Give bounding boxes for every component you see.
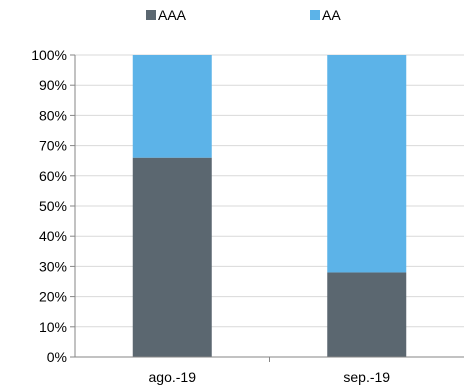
x-axis-ticks: ago.-19 sep.-19 [149, 357, 390, 385]
y-tick-label: 10% [39, 319, 67, 335]
y-tick-label: 70% [39, 138, 67, 154]
legend-item-aa: AA [310, 7, 341, 23]
bar-aaa-1 [327, 272, 407, 357]
bar-aaa-0 [132, 157, 212, 357]
y-tick-label: 100% [31, 47, 67, 63]
y-tick-label: 40% [39, 228, 67, 244]
legend: AAA AA [146, 7, 341, 23]
bar-aa-1 [327, 55, 407, 273]
y-tick-label: 80% [39, 107, 67, 123]
y-tick-label: 0% [47, 349, 67, 365]
bars [132, 55, 407, 357]
x-tick-label: ago.-19 [149, 369, 197, 385]
y-tick-label: 30% [39, 258, 67, 274]
y-tick-label: 50% [39, 198, 67, 214]
y-tick-label: 60% [39, 168, 67, 184]
legend-label-aa: AA [322, 7, 341, 23]
y-axis-ticks: 0% 10% 20% 30% 40% 50% 60% 70% 80% 90% 100% [31, 47, 75, 365]
legend-swatch-aaa [146, 10, 156, 20]
x-tick-label: sep.-19 [343, 369, 390, 385]
legend-item-aaa: AAA [146, 7, 187, 23]
legend-label-aaa: AAA [158, 7, 187, 23]
bar-aa-0 [132, 55, 212, 158]
legend-swatch-aa [310, 10, 320, 20]
y-tick-label: 90% [39, 77, 67, 93]
y-tick-label: 20% [39, 289, 67, 305]
